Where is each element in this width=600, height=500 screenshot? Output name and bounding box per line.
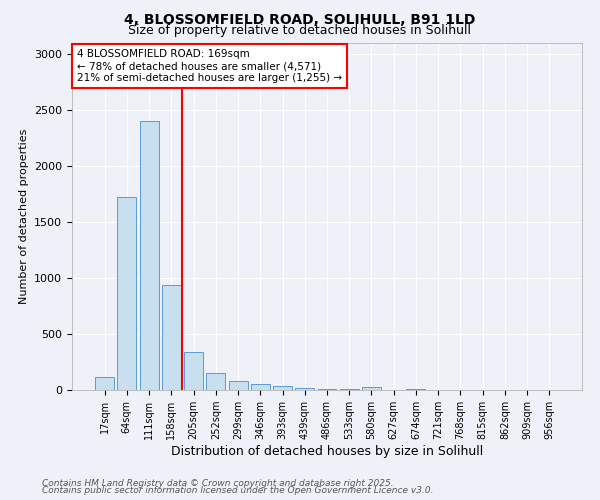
Bar bbox=[95, 376, 114, 390]
Text: 4, BLOSSOMFIELD ROAD, SOLIHULL, B91 1LD: 4, BLOSSOMFIELD ROAD, SOLIHULL, B91 1LD bbox=[124, 12, 476, 26]
Bar bbox=[118, 197, 136, 390]
Bar bbox=[162, 284, 181, 390]
Bar bbox=[184, 352, 203, 390]
Bar bbox=[251, 384, 270, 390]
Bar bbox=[229, 381, 248, 390]
Y-axis label: Number of detached properties: Number of detached properties bbox=[19, 128, 29, 304]
Bar bbox=[340, 389, 359, 390]
Text: Size of property relative to detached houses in Solihull: Size of property relative to detached ho… bbox=[128, 24, 472, 37]
Bar bbox=[206, 372, 225, 390]
Bar bbox=[140, 121, 158, 390]
Text: Contains public sector information licensed under the Open Government Licence v3: Contains public sector information licen… bbox=[42, 486, 433, 495]
Bar bbox=[362, 387, 381, 390]
Bar bbox=[317, 389, 337, 390]
Bar bbox=[295, 388, 314, 390]
Text: 4 BLOSSOMFIELD ROAD: 169sqm
← 78% of detached houses are smaller (4,571)
21% of : 4 BLOSSOMFIELD ROAD: 169sqm ← 78% of det… bbox=[77, 50, 342, 82]
Text: Contains HM Land Registry data © Crown copyright and database right 2025.: Contains HM Land Registry data © Crown c… bbox=[42, 478, 394, 488]
Bar bbox=[273, 386, 292, 390]
X-axis label: Distribution of detached houses by size in Solihull: Distribution of detached houses by size … bbox=[171, 445, 483, 458]
